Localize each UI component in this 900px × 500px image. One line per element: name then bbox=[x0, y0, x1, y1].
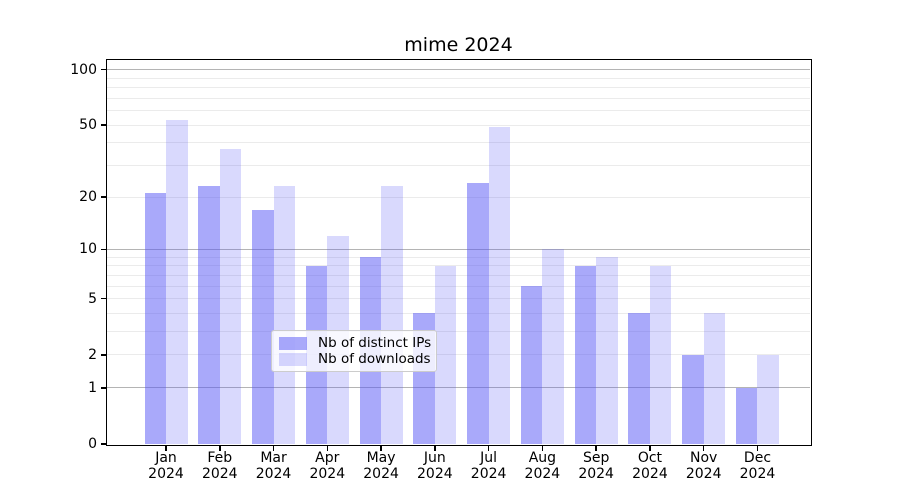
y-tick-mark bbox=[101, 387, 106, 389]
x-tick-label: Jan 2024 bbox=[148, 450, 184, 482]
y-tick-label: 50 bbox=[79, 117, 97, 134]
bar-distinct-ips bbox=[144, 193, 166, 444]
y-tick-mark bbox=[101, 443, 106, 445]
bar-downloads bbox=[381, 186, 403, 444]
gridline-minor bbox=[107, 97, 810, 99]
gridline-minor bbox=[107, 298, 810, 300]
gridline-minor bbox=[107, 164, 810, 166]
x-tick-label: Oct 2024 bbox=[632, 450, 668, 482]
bar-downloads bbox=[757, 354, 779, 444]
bar-distinct-ips bbox=[682, 354, 704, 444]
gridline-minor bbox=[107, 256, 810, 258]
x-tick-mark bbox=[165, 445, 167, 451]
x-tick-label: Dec 2024 bbox=[739, 450, 776, 482]
y-tick-mark bbox=[101, 196, 106, 198]
gridline-minor bbox=[107, 285, 810, 287]
x-tick-mark bbox=[219, 445, 221, 451]
legend-swatch-downloads bbox=[279, 352, 307, 366]
y-tick-mark bbox=[101, 124, 106, 126]
x-tick-mark bbox=[434, 445, 436, 451]
gridline-minor bbox=[107, 142, 810, 144]
y-tick-label: 0 bbox=[88, 436, 97, 452]
x-tick-mark bbox=[595, 445, 597, 451]
legend-label: Nb of distinct IPs bbox=[318, 335, 432, 351]
plot-area bbox=[107, 60, 810, 444]
bar-downloads bbox=[273, 186, 296, 444]
gridline-major bbox=[107, 69, 810, 71]
y-tick-mark bbox=[101, 68, 106, 71]
x-tick-label: May 2024 bbox=[363, 450, 399, 482]
x-tick-mark bbox=[487, 445, 490, 451]
x-tick-mark bbox=[272, 445, 275, 451]
bar-distinct-ips bbox=[198, 186, 220, 444]
gridline-minor bbox=[107, 110, 810, 111]
bar-distinct-ips bbox=[574, 265, 597, 444]
y-tick-label: 1 bbox=[88, 379, 97, 396]
gridline-minor bbox=[107, 87, 810, 88]
x-tick-label: Nov 2024 bbox=[685, 450, 722, 482]
legend-entry: Nb of distinct IPs bbox=[279, 335, 432, 351]
x-tick-mark bbox=[541, 445, 544, 451]
bar-distinct-ips bbox=[628, 313, 650, 444]
y-tick-mark bbox=[101, 297, 106, 300]
x-tick-mark bbox=[756, 445, 759, 451]
legend-label: Nb of downloads bbox=[318, 351, 431, 367]
y-tick-label: 100 bbox=[70, 61, 97, 78]
bar-downloads bbox=[542, 249, 564, 444]
gridline-minor bbox=[107, 124, 810, 126]
bar-downloads bbox=[596, 257, 618, 444]
y-tick-label: 20 bbox=[79, 189, 97, 205]
bar-downloads bbox=[219, 148, 242, 444]
bar-downloads bbox=[703, 313, 726, 444]
gridline-minor bbox=[107, 196, 810, 198]
gridline-minor bbox=[107, 354, 810, 356]
bar-distinct-ips bbox=[252, 209, 274, 444]
y-tick-mark bbox=[101, 248, 106, 251]
y-tick-label: 5 bbox=[88, 290, 97, 307]
x-tick-label: Mar 2024 bbox=[255, 450, 292, 482]
x-tick-label: Apr 2024 bbox=[309, 450, 346, 482]
bar-downloads bbox=[488, 126, 511, 444]
gridline-minor bbox=[107, 265, 810, 267]
x-tick-label: Jul 2024 bbox=[470, 450, 507, 482]
gridline-minor bbox=[107, 274, 810, 276]
x-tick-mark bbox=[326, 445, 329, 451]
x-tick-label: Sep 2024 bbox=[578, 450, 614, 482]
chart-title: mime 2024 bbox=[404, 34, 513, 56]
bar-distinct-ips bbox=[520, 286, 543, 444]
bar-downloads bbox=[649, 265, 672, 444]
bar-downloads bbox=[166, 120, 188, 444]
bar-distinct-ips bbox=[735, 387, 758, 444]
legend-swatch-distinct-ips bbox=[279, 336, 307, 350]
y-tick-mark bbox=[101, 354, 106, 356]
bar-downloads bbox=[434, 265, 457, 444]
x-tick-label: Aug 2024 bbox=[524, 450, 561, 482]
y-tick-label: 10 bbox=[79, 241, 97, 258]
gridline-minor bbox=[107, 77, 810, 79]
legend: Nb of distinct IPs Nb of downloads bbox=[271, 330, 437, 372]
gridline-major bbox=[107, 248, 810, 250]
gridline-minor bbox=[107, 331, 810, 333]
x-tick-mark bbox=[649, 445, 651, 451]
x-tick-label: Feb 2024 bbox=[201, 450, 238, 482]
x-tick-mark bbox=[702, 445, 705, 451]
x-tick-mark bbox=[380, 445, 382, 451]
gridline-major bbox=[107, 387, 810, 389]
x-tick-label: Jun 2024 bbox=[417, 450, 453, 482]
gridline-minor bbox=[107, 312, 810, 314]
legend-entry: Nb of downloads bbox=[279, 351, 431, 367]
y-tick-label: 2 bbox=[88, 346, 97, 363]
bar-distinct-ips bbox=[467, 182, 489, 444]
